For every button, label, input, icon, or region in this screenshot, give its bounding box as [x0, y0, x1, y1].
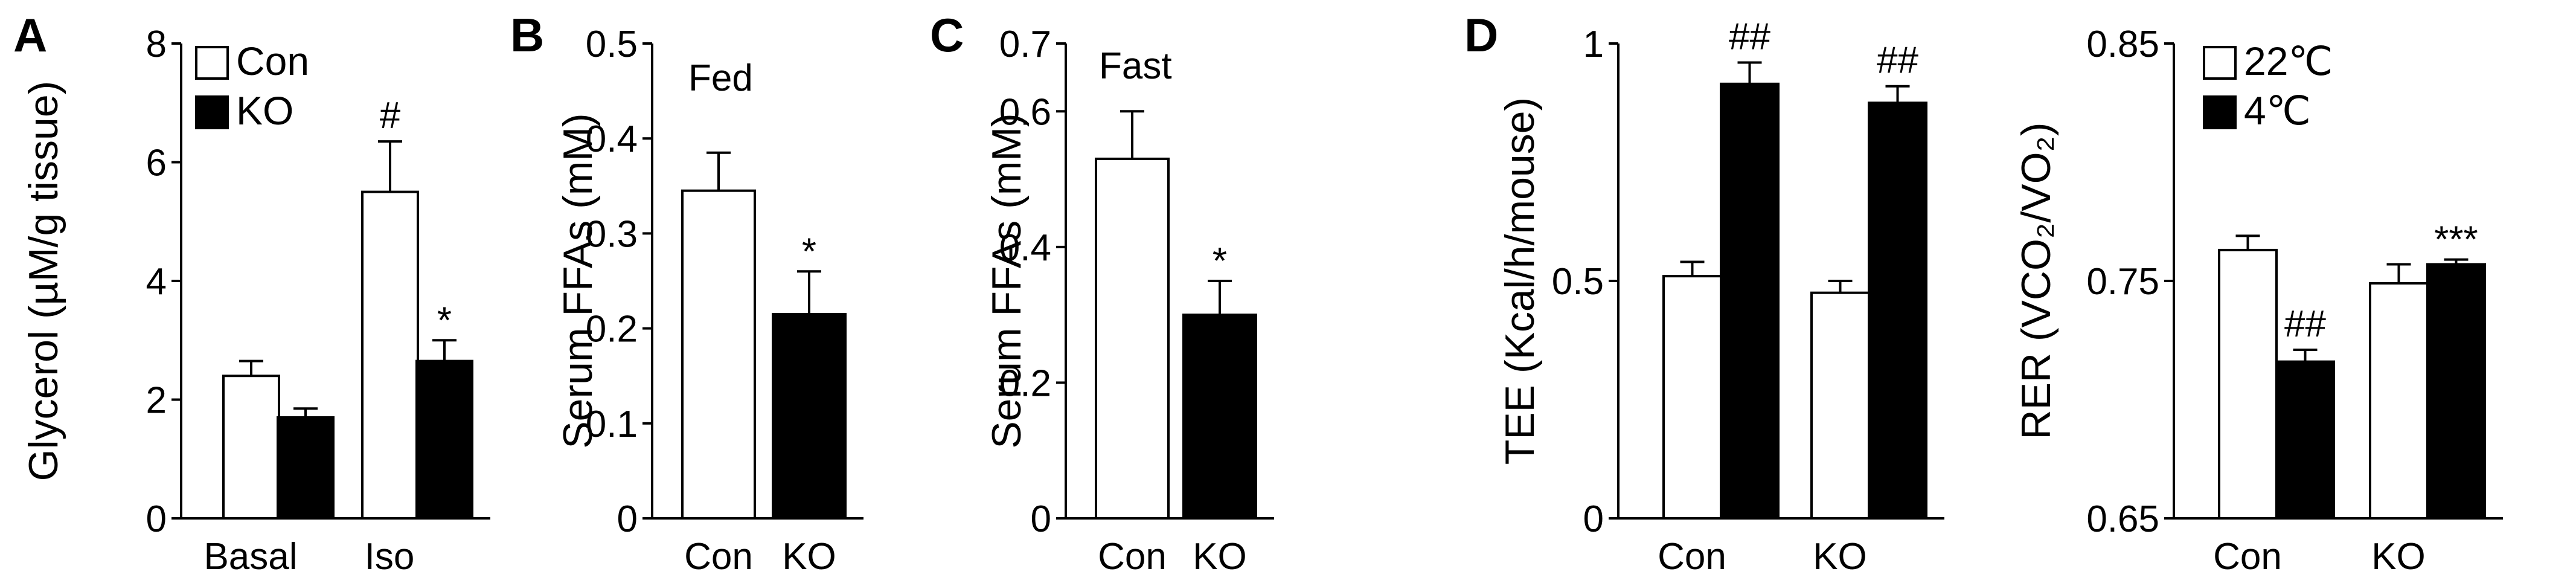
- panel-letter: B: [510, 8, 544, 62]
- panel-letter: C: [930, 8, 964, 62]
- legend-label: 4℃: [2244, 88, 2311, 133]
- chart-panel: D 0 0.5 1 TEE (Kcal/h/mouse) Con KO ## ##: [1464, 8, 1944, 578]
- bar: [2275, 360, 2335, 520]
- x-tick-label: Basal: [203, 536, 297, 578]
- y-tick-label: 8: [146, 24, 167, 65]
- x-tick-label: KO: [2371, 536, 2426, 578]
- panel-letter: A: [13, 8, 47, 62]
- x-tick-label: KO: [782, 536, 836, 578]
- y-tick-label: 0: [1031, 498, 1051, 540]
- y-tick-label: 0.6: [999, 91, 1051, 133]
- x-tick-label: Con: [684, 536, 753, 578]
- y-tick-label: 0: [1583, 498, 1604, 540]
- bar: [361, 190, 419, 520]
- bar: [415, 359, 473, 520]
- x-tick-label: Con: [1098, 536, 1167, 578]
- y-axis-title: Serum FFAs (mM): [984, 113, 1030, 448]
- y-axis-title: Glycerol (µM/g tissue): [21, 81, 66, 481]
- y-tick-label: 0.1: [586, 404, 638, 445]
- bar: [772, 313, 847, 520]
- legend-label: Con: [236, 39, 309, 83]
- bar: [1182, 314, 1257, 520]
- y-tick-label: 0.7: [999, 24, 1051, 65]
- condition-note: Fast: [1099, 45, 1172, 87]
- significance-label: *: [437, 300, 452, 341]
- y-tick-label: 0.4: [586, 118, 638, 160]
- legend-swatch: [195, 46, 229, 80]
- significance-label: ##: [2284, 303, 2326, 345]
- chart-panel: A 0 2 4 6 8 Glycerol (µM/g tissue) Basal Iso # * Co…: [13, 8, 490, 578]
- bar: [1095, 157, 1170, 520]
- significance-label: *: [1213, 240, 1227, 282]
- bar: [1720, 82, 1780, 520]
- x-tick-label: KO: [1813, 536, 1867, 578]
- y-tick-label: 1: [1583, 24, 1604, 65]
- y-tick-label: 0.2: [999, 362, 1051, 404]
- y-tick-label: 0.5: [1552, 261, 1604, 303]
- chart-root: A 0 2 4 6 8 Glycerol (µM/g tissue) Basal Iso # * Co…: [13, 8, 2503, 578]
- y-tick-label: 6: [146, 143, 167, 184]
- legend-label: 22℃: [2244, 39, 2333, 83]
- bar: [1868, 101, 1927, 520]
- y-tick-label: 0.3: [586, 213, 638, 255]
- legend-label: KO: [236, 88, 293, 133]
- y-tick-label: 0.65: [2086, 498, 2159, 540]
- significance-label: #: [380, 95, 401, 137]
- chart-panel: C 0 0.2 0.4 0.6 0.7 Serum FFAs (mM) Con KO * Fast: [930, 8, 1274, 578]
- x-tick-label: Con: [2213, 536, 2282, 578]
- bar: [681, 189, 756, 520]
- chart-panel: B 0 0.1 0.2 0.3 0.4 0.5 Serum FFAs (mM) Con KO * Fe…: [510, 8, 863, 578]
- y-tick-label: 0.2: [586, 309, 638, 350]
- bar: [1810, 291, 1870, 520]
- panel-letter: D: [1464, 8, 1498, 62]
- legend-swatch: [2203, 95, 2237, 129]
- legend-swatch: [2203, 46, 2237, 80]
- chart-panel: 0.65 0.75 0.85 RER (VCO₂/VO₂) Con KO ## *** 22℃ 4…: [2013, 24, 2503, 578]
- condition-note: Fed: [688, 57, 753, 99]
- bar: [2218, 248, 2278, 520]
- y-tick-label: 2: [146, 380, 167, 422]
- y-tick-label: 0: [146, 498, 167, 540]
- bar: [222, 375, 280, 520]
- y-tick-label: 0.4: [999, 227, 1051, 269]
- y-tick-label: 0.85: [2086, 24, 2159, 65]
- y-axis-title: Serum FFAs (mM): [555, 113, 601, 448]
- y-tick-label: 0: [617, 498, 638, 540]
- y-tick-label: 0.5: [586, 24, 638, 65]
- bar: [1662, 275, 1722, 520]
- bar: [2369, 282, 2429, 520]
- y-tick-label: 4: [146, 261, 167, 303]
- x-tick-label: Iso: [365, 536, 415, 578]
- x-tick-label: KO: [1193, 536, 1247, 578]
- bar: [2426, 263, 2486, 520]
- significance-label: ***: [2434, 219, 2478, 261]
- y-axis-title: RER (VCO₂/VO₂): [2013, 122, 2059, 439]
- y-tick-label: 0.75: [2086, 261, 2159, 303]
- y-axis-title: TEE (Kcal/h/mouse): [1497, 97, 1543, 465]
- significance-label: ##: [1729, 16, 1770, 57]
- significance-label: *: [802, 231, 816, 272]
- significance-label: ##: [1877, 40, 1918, 82]
- legend-swatch: [195, 95, 229, 129]
- x-tick-label: Con: [1658, 536, 1726, 578]
- bar: [277, 416, 335, 520]
